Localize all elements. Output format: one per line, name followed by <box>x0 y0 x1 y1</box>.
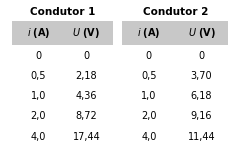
Text: 2,0: 2,0 <box>141 111 156 120</box>
Text: $\it{i}$ $\bf{(A)}$: $\it{i}$ $\bf{(A)}$ <box>27 26 50 40</box>
Text: 0,5: 0,5 <box>141 71 156 81</box>
Text: 11,44: 11,44 <box>188 132 216 142</box>
Text: Condutor 2: Condutor 2 <box>143 7 208 16</box>
Text: $\it{i}$ $\bf{(A)}$: $\it{i}$ $\bf{(A)}$ <box>137 26 161 40</box>
Text: 8,72: 8,72 <box>76 111 97 120</box>
Text: $\it{U}$ $\bf{(V)}$: $\it{U}$ $\bf{(V)}$ <box>72 26 100 40</box>
Text: 3,70: 3,70 <box>191 71 212 81</box>
Text: 2,18: 2,18 <box>76 71 97 81</box>
Text: 0: 0 <box>35 51 42 61</box>
Text: 1,0: 1,0 <box>141 91 156 101</box>
Text: 4,0: 4,0 <box>141 132 156 142</box>
Text: 2,0: 2,0 <box>31 111 46 120</box>
Text: 6,18: 6,18 <box>191 91 212 101</box>
Text: 4,0: 4,0 <box>31 132 46 142</box>
Text: 0: 0 <box>83 51 90 61</box>
Text: 0,5: 0,5 <box>31 71 46 81</box>
Text: Condutor 1: Condutor 1 <box>30 7 95 16</box>
Bar <box>122 21 228 45</box>
Text: $\it{U}$ $\bf{(V)}$: $\it{U}$ $\bf{(V)}$ <box>188 26 216 40</box>
Text: 1,0: 1,0 <box>31 91 46 101</box>
Text: 0: 0 <box>146 51 152 61</box>
Text: 0: 0 <box>198 51 205 61</box>
Bar <box>12 21 113 45</box>
Text: 4,36: 4,36 <box>76 91 97 101</box>
Text: 17,44: 17,44 <box>72 132 100 142</box>
Text: 9,16: 9,16 <box>191 111 212 120</box>
